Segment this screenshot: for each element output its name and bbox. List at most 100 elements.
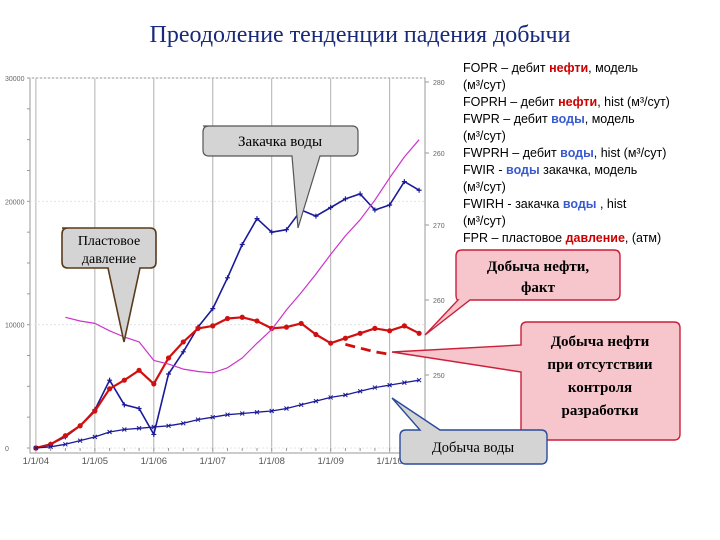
legend-text: воды: [562, 197, 597, 211]
data-point: [62, 433, 68, 439]
callout-text: контроля: [568, 380, 632, 396]
legend-line: (м³/сут): [463, 128, 718, 145]
legend-text: , модель: [588, 61, 639, 75]
data-point: [107, 429, 112, 435]
callout-box: [61, 227, 157, 343]
legend-line: (м³/сут): [463, 213, 718, 230]
data-point: [151, 424, 157, 430]
y-axis-right: 200250260270260280: [425, 80, 445, 453]
callout-text: Добыча нефти,: [487, 259, 590, 275]
y-left-tick-label: 0: [5, 446, 9, 453]
data-point: [283, 227, 289, 233]
legend-text: FWPRH – дебит: [463, 146, 561, 160]
data-point: [48, 444, 53, 450]
data-point: [328, 340, 334, 346]
callout-text: Добыча воды: [432, 440, 515, 456]
legend-text: , hist (м³/сут): [597, 95, 670, 109]
data-point: [416, 187, 422, 193]
data-point: [92, 434, 98, 440]
callouts: Закачка воды Пластовое давление Добыча нефт…: [61, 125, 681, 465]
data-point: [210, 414, 216, 420]
data-point: [121, 402, 127, 408]
series-line: [35, 180, 420, 449]
y-left-tick-label: 10000: [5, 323, 25, 330]
data-point: [357, 191, 363, 197]
data-point: [77, 438, 83, 443]
x-tick-label: 1/1/05: [82, 456, 108, 467]
data-point: [298, 320, 304, 327]
data-point: [298, 402, 304, 408]
legend-text: (м³/сут): [463, 78, 506, 92]
data-point: [313, 213, 319, 219]
legend-text: (м³/сут): [463, 180, 506, 194]
legend-text: FWIRH - закачка: [463, 197, 563, 211]
data-point: [225, 412, 230, 418]
y-right-tick-label: 270: [433, 223, 445, 230]
callout-water: Добыча воды: [391, 397, 548, 465]
legend-line: (м³/сут): [463, 77, 718, 94]
data-point: [343, 392, 348, 398]
legend-line: FWPR – дебит воды, модель: [463, 111, 718, 128]
callout-oil-no-control: Добыча нефти при отсутствии контроля разраб…: [391, 321, 681, 441]
callout-text: при отсутствии: [547, 357, 653, 373]
data-point: [387, 382, 392, 388]
data-point: [269, 229, 275, 235]
callout-text: Добыча нефти: [551, 334, 650, 350]
legend-line: (м³/сут): [463, 179, 718, 196]
legend: FOPR – дебит нефти, модель (м³/сут) FOPRH …: [463, 60, 718, 247]
legend-line: FWPRH – дебит воды, hist (м³/сут): [463, 145, 718, 162]
legend-line: FWIR - воды закачка, модель: [463, 162, 718, 179]
data-point: [195, 325, 201, 331]
callout-text: факт: [521, 280, 556, 296]
data-point: [401, 179, 407, 185]
legend-text: , модель: [584, 112, 635, 126]
legend-text: давление: [565, 231, 625, 245]
data-point: [372, 385, 378, 390]
x-tick-label: 1/1/06: [141, 456, 167, 467]
data-point: [283, 324, 290, 330]
callout-box: [202, 125, 359, 229]
data-point: [284, 406, 289, 411]
x-axis: 1/1/04 1/1/05 1/1/06 1/1/07 1/1/08 1/1/09 1/1/…: [23, 448, 420, 467]
data-point: [136, 406, 142, 412]
data-point: [239, 411, 245, 416]
legend-text: FOPRH – дебит: [463, 95, 559, 109]
legend-text: воды: [551, 112, 585, 126]
data-point: [77, 423, 83, 429]
legend-text: , hist (м³/сут): [593, 146, 667, 160]
callout-text: давление: [82, 252, 136, 267]
callout-pressure: Пластовое давление: [61, 227, 157, 343]
x-tick-label: 1/1/07: [200, 456, 226, 467]
series-line: [35, 316, 420, 450]
data-point: [328, 205, 334, 210]
callout-oil-fact: Добыча нефти, факт: [424, 249, 621, 336]
data-point: [342, 196, 348, 202]
legend-text: , (атм): [624, 231, 662, 245]
callout-text: Пластовое: [78, 234, 140, 249]
data-point: [225, 275, 230, 281]
data-point: [401, 323, 407, 329]
legend-text: FWPR – дебит: [463, 112, 552, 126]
legend-line: FWIRH - закачка воды , hist: [463, 196, 718, 213]
y-left-tick-label: 20000: [5, 199, 25, 206]
data-point: [269, 408, 275, 414]
x-tick-label: 1/1/08: [259, 456, 285, 467]
y-right-tick-label: 280: [433, 80, 445, 87]
data-point: [313, 398, 319, 404]
data-point: [151, 381, 157, 387]
callout-box: [391, 397, 548, 465]
legend-text: воды: [506, 163, 540, 177]
legend-text: FOPR – дебит: [463, 61, 550, 75]
data-point: [180, 420, 186, 426]
data-point: [33, 445, 39, 451]
series-line: [345, 343, 390, 356]
data-point: [254, 409, 260, 415]
y-right-tick-label: 260: [433, 151, 445, 158]
data-point: [136, 367, 142, 373]
series-fopr_no_control: [345, 343, 390, 356]
data-point: [92, 408, 98, 414]
legend-text: нефти: [558, 95, 598, 109]
y-right-tick-label: 260: [433, 298, 445, 305]
legend-line: FOPR – дебит нефти, модель: [463, 60, 718, 77]
